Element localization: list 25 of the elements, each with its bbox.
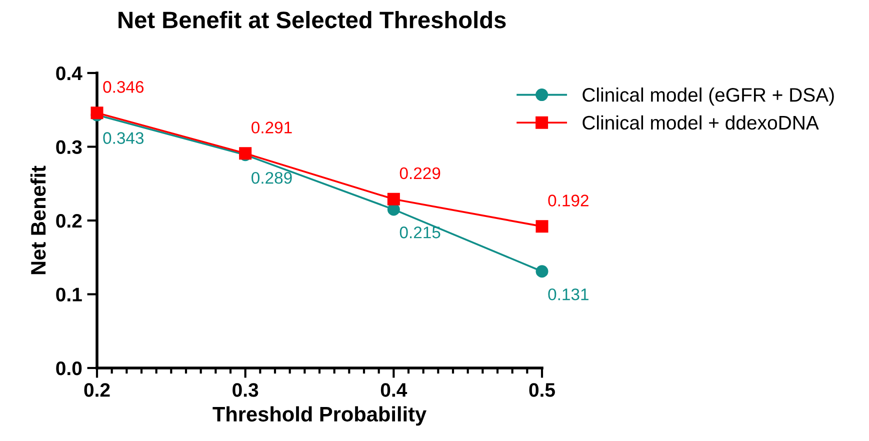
point — [536, 265, 548, 278]
data-label: 0.192 — [548, 194, 588, 206]
x-tick-label: 0.3 — [232, 383, 258, 397]
point — [536, 220, 548, 233]
legend-label: Clinical model (eGFR + DSA) — [582, 88, 834, 106]
point — [387, 192, 400, 206]
data-label: 0.229 — [400, 167, 440, 180]
x-tick-label: 0.2 — [84, 383, 110, 397]
data-label: 0.343 — [103, 132, 144, 144]
x-tick-label: 0.5 — [529, 383, 555, 397]
data-label: 0.346 — [103, 81, 144, 93]
legend-label: Clinical model + ddexoDNA — [582, 115, 819, 130]
y-tick-label: 0.4 — [56, 66, 82, 80]
y-tick-label: 0.3 — [56, 140, 82, 154]
data-label: 0.131 — [548, 288, 588, 300]
data-label: 0.289 — [252, 172, 292, 184]
x-tick-label: 0.4 — [380, 383, 408, 397]
data-label: 0.291 — [252, 122, 292, 134]
y-tick-label: 0.0 — [56, 361, 82, 376]
y-axis-title: Net Benefit — [30, 166, 46, 274]
x-axis-title: Threshold Probability — [212, 406, 426, 426]
y-tick-label: 0.1 — [56, 288, 82, 302]
data-label: 0.215 — [400, 226, 440, 238]
chart-title: Net Benefit at Selected Thresholds — [118, 10, 506, 28]
y-tick-label: 0.2 — [56, 214, 82, 228]
